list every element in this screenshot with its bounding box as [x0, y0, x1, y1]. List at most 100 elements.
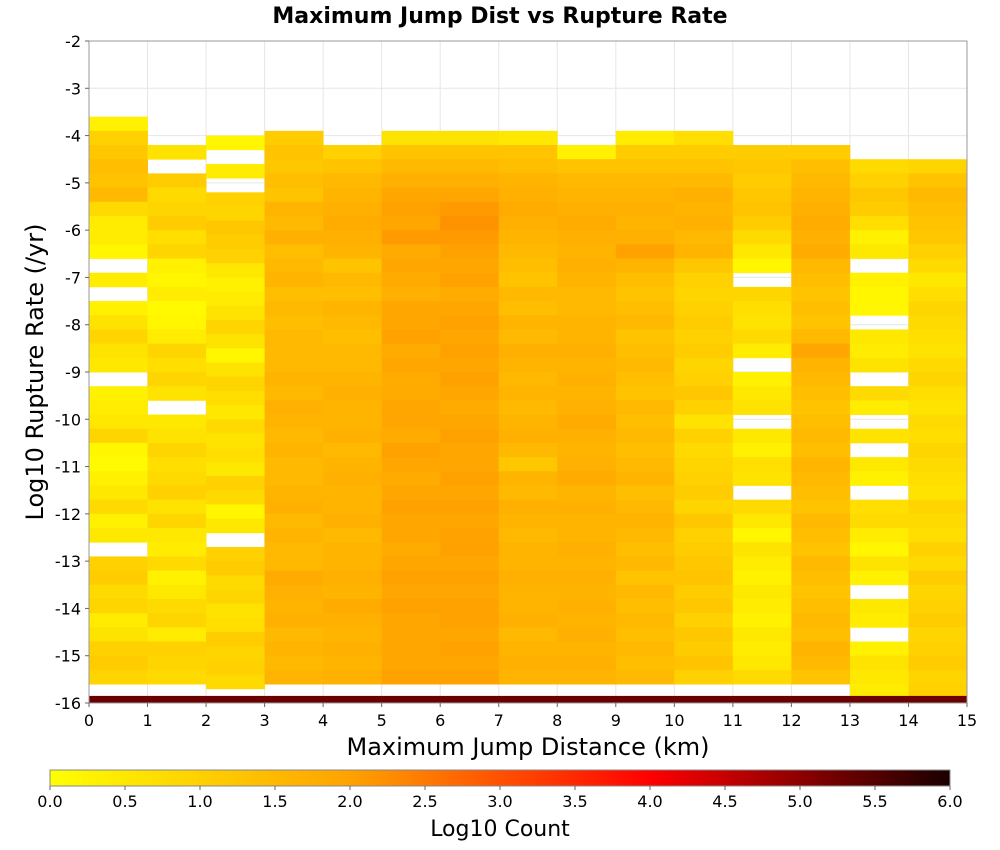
heatmap-cell	[791, 457, 851, 472]
heatmap-cell	[323, 400, 383, 415]
heatmap-cell	[89, 584, 148, 600]
heatmap-cell	[323, 329, 383, 345]
heatmap-cell	[674, 272, 734, 288]
heatmap-cell	[89, 201, 148, 217]
heatmap-cell	[908, 329, 968, 345]
heatmap-cell	[498, 414, 558, 430]
heatmap-cell	[264, 414, 324, 430]
heatmap-cell	[147, 230, 207, 245]
heatmap-cell	[440, 130, 500, 146]
heatmap-cell	[674, 357, 734, 373]
heatmap-cell	[440, 428, 500, 444]
heatmap-cell	[89, 400, 148, 415]
heatmap-cell	[908, 457, 968, 472]
heatmap-cell	[323, 457, 383, 472]
heatmap-cell	[849, 428, 909, 444]
heatmap-cell	[440, 301, 500, 316]
heatmap-cell	[557, 499, 617, 515]
heatmap-cell	[732, 669, 792, 685]
heatmap-cell	[674, 428, 734, 444]
heatmap-cell	[732, 584, 792, 600]
y-tick-label: -5	[65, 174, 81, 193]
heatmap-cell	[908, 641, 968, 657]
heatmap-cell	[264, 542, 324, 557]
heatmap-cell	[791, 584, 851, 600]
heatmap-cell	[323, 159, 383, 174]
heatmap-cell	[615, 641, 675, 657]
heatmap-cell	[849, 301, 909, 316]
heatmap-cell	[908, 513, 968, 529]
heatmap-cell	[791, 386, 851, 401]
heatmap-cell	[440, 457, 500, 472]
heatmap-cell	[908, 173, 968, 188]
heatmap-cell	[206, 319, 265, 335]
heatmap-cell	[89, 315, 148, 330]
heatmap-cell	[557, 428, 617, 444]
heatmap-cell	[557, 187, 617, 203]
y-tick-label: -8	[65, 316, 81, 335]
heatmap-cell	[615, 329, 675, 345]
heatmap-cell	[557, 386, 617, 401]
heatmap-cell	[381, 641, 441, 657]
heatmap-cell	[381, 258, 441, 274]
heatmap-cell	[89, 116, 148, 132]
colorbar-tick-label: 0.0	[37, 792, 62, 811]
heatmap-cell	[381, 173, 441, 188]
heatmap-cell	[264, 272, 324, 288]
heatmap-cell	[674, 669, 734, 685]
heatmap-cell	[264, 556, 324, 571]
heatmap-cell	[791, 357, 851, 373]
heatmap-cell	[732, 442, 792, 458]
x-tick-label: 6	[435, 711, 445, 730]
y-axis-ticks: -2 -3 -4 -5 -6 -7 -8 -9 -10 -11 -12 -13 -14 -15 -16	[55, 32, 89, 713]
heatmap-cell	[323, 201, 383, 217]
heatmap-cell	[732, 187, 792, 203]
heatmap-cell	[381, 400, 441, 415]
heatmap-cell	[498, 669, 558, 685]
heatmap-cell	[615, 215, 675, 231]
heatmap-cell	[89, 173, 148, 188]
heatmap-cell	[206, 433, 265, 449]
heatmap-cell	[381, 513, 441, 529]
heatmap-cell	[206, 575, 265, 590]
heatmap-cell	[381, 230, 441, 245]
heatmap-cell	[849, 471, 909, 486]
heatmap-cell	[849, 528, 909, 543]
heatmap-cell	[674, 499, 734, 515]
heatmap-cell	[908, 230, 968, 245]
heatmap-cell	[381, 542, 441, 557]
heatmap-cell	[147, 386, 207, 401]
heatmap-cell	[323, 244, 383, 259]
heatmap-cell	[791, 201, 851, 217]
heatmap-cell	[206, 518, 265, 534]
heatmap-cell	[89, 570, 148, 586]
heatmap-cell	[732, 201, 792, 217]
heatmap-cell	[674, 187, 734, 203]
heatmap-cell	[908, 556, 968, 571]
heatmap-cell	[498, 357, 558, 373]
colorbar-gradient	[49, 769, 951, 787]
colorbar-tick-label: 6.0	[937, 792, 962, 811]
x-tick-label: 1	[142, 711, 152, 730]
x-tick-label: 7	[494, 711, 504, 730]
heatmap-cell	[89, 301, 148, 316]
heatmap-cell	[557, 201, 617, 217]
heatmap-cell	[849, 499, 909, 515]
heatmap-cell	[206, 362, 265, 378]
heatmap-cell	[206, 348, 265, 363]
heatmap-cell	[498, 258, 558, 274]
heatmap-cell	[615, 258, 675, 274]
heatmap-cell	[732, 159, 792, 174]
heatmap-cell	[323, 230, 383, 245]
heatmap-cell	[323, 570, 383, 586]
colorbar-tick-label: 3.0	[487, 792, 512, 811]
heatmap-cell	[381, 655, 441, 671]
heatmap-cell	[849, 598, 909, 614]
heatmap-cell	[440, 357, 500, 373]
heatmap-cell	[498, 286, 558, 302]
x-tick-label: 11	[723, 711, 743, 730]
heatmap-cell	[908, 414, 968, 430]
colorbar-tick-label: 2.0	[337, 792, 362, 811]
heatmap-cell	[674, 556, 734, 571]
heatmap-cell	[89, 457, 148, 472]
